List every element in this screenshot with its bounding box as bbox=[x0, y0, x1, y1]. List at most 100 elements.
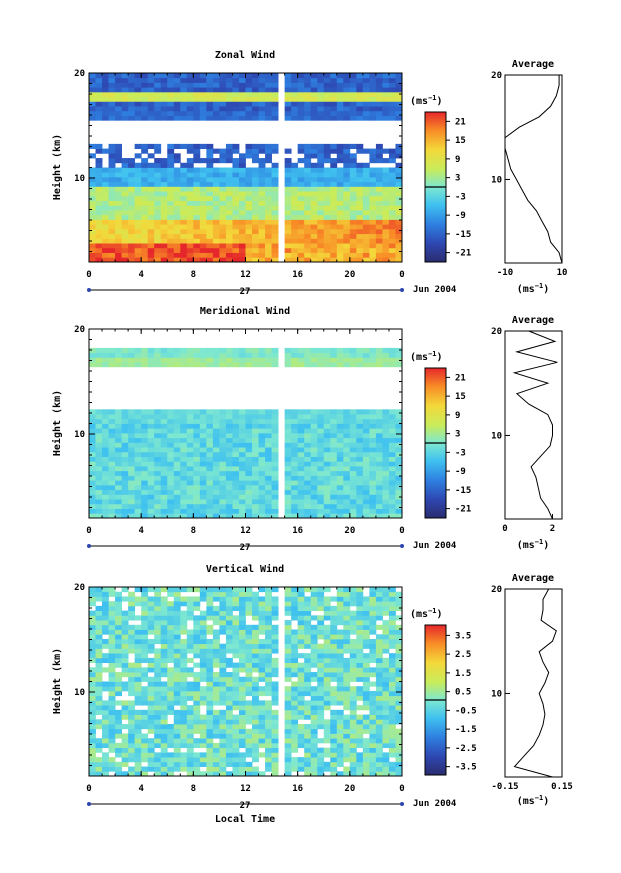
heatmap-cell bbox=[388, 766, 396, 772]
heatmap-cell bbox=[180, 695, 188, 701]
heatmap-cell bbox=[134, 667, 142, 673]
heatmap-cell bbox=[121, 110, 129, 116]
heatmap-cell bbox=[206, 456, 214, 462]
date-axis-start-marker bbox=[87, 544, 91, 548]
heatmap-cell bbox=[206, 252, 214, 258]
heatmap-cell bbox=[297, 494, 305, 500]
colorbar-tick-label: -21 bbox=[455, 249, 471, 259]
heatmap-cell bbox=[186, 176, 194, 183]
heatmap-cell bbox=[310, 724, 318, 730]
heatmap-cell bbox=[349, 442, 357, 448]
heatmap-cell bbox=[206, 461, 214, 467]
heatmap-cell bbox=[356, 233, 364, 239]
heatmap-cell bbox=[375, 437, 383, 443]
heatmap-cell bbox=[252, 738, 259, 744]
heatmap-cell bbox=[128, 667, 136, 673]
heatmap-cell bbox=[369, 91, 377, 98]
heatmap-cell bbox=[128, 195, 136, 201]
heatmap-cell bbox=[271, 73, 279, 79]
heatmap-cell bbox=[369, 247, 377, 253]
heatmap-cell bbox=[336, 96, 344, 102]
heatmap-cell bbox=[349, 428, 357, 434]
heatmap-cell bbox=[265, 728, 272, 734]
heatmap-cell bbox=[310, 480, 318, 486]
heatmap-cell bbox=[219, 110, 227, 116]
heatmap-cell bbox=[343, 418, 351, 424]
heatmap-cell bbox=[330, 719, 338, 725]
heatmap-cell bbox=[232, 115, 240, 121]
heatmap-cell bbox=[369, 77, 377, 83]
heatmap-cell bbox=[369, 591, 377, 597]
heatmap-cell bbox=[121, 228, 129, 235]
heatmap-cell bbox=[336, 461, 344, 467]
heatmap-cell bbox=[297, 738, 305, 744]
heatmap-cell bbox=[141, 508, 149, 514]
heatmap-cell bbox=[323, 667, 331, 673]
heatmap-cell bbox=[258, 672, 266, 678]
heatmap-cell bbox=[349, 503, 357, 509]
heatmap-cell bbox=[271, 77, 279, 83]
heatmap-cell bbox=[206, 695, 214, 701]
heatmap-cell bbox=[89, 252, 96, 258]
heatmap-cell bbox=[206, 676, 214, 682]
heatmap-cell bbox=[395, 87, 403, 93]
heatmap-cell bbox=[317, 414, 325, 420]
heatmap-cell bbox=[232, 624, 240, 630]
heatmap-cell bbox=[167, 176, 175, 183]
heatmap-cell bbox=[199, 662, 207, 668]
heatmap-cell bbox=[219, 596, 227, 602]
heatmap-cell bbox=[141, 106, 149, 112]
heatmap-cell bbox=[271, 466, 279, 472]
heatmap-cell bbox=[252, 418, 259, 424]
heatmap-cell bbox=[115, 733, 122, 739]
heatmap-cell bbox=[369, 153, 377, 159]
heatmap-cell bbox=[297, 624, 305, 630]
heatmap-cell bbox=[102, 766, 109, 772]
heatmap-cell bbox=[349, 719, 357, 725]
heatmap-cell bbox=[147, 676, 155, 682]
heatmap-cell bbox=[336, 210, 344, 216]
heatmap-cell bbox=[89, 228, 96, 235]
heatmap-cell bbox=[336, 480, 344, 486]
heatmap-cell bbox=[134, 466, 142, 472]
heatmap-cell bbox=[173, 362, 181, 368]
heatmap-cell bbox=[199, 657, 207, 664]
heatmap-cell bbox=[225, 634, 233, 640]
heatmap-cell bbox=[291, 766, 299, 772]
heatmap-cell bbox=[232, 442, 240, 448]
heatmap-cell bbox=[134, 475, 142, 481]
heatmap-cell bbox=[317, 766, 325, 772]
heatmap-cell bbox=[95, 181, 103, 187]
heatmap-cell bbox=[336, 738, 344, 744]
heatmap-cell bbox=[284, 447, 292, 453]
heatmap-cell bbox=[121, 447, 129, 453]
heatmap-cell bbox=[154, 629, 162, 635]
heatmap-cell bbox=[252, 719, 259, 725]
heatmap-cell bbox=[304, 610, 312, 616]
heatmap-cell bbox=[349, 752, 357, 758]
heatmap-cell bbox=[258, 186, 266, 192]
heatmap-cell bbox=[317, 475, 325, 481]
heatmap-cell bbox=[304, 484, 312, 491]
heatmap-cell bbox=[317, 503, 325, 509]
heatmap-cell bbox=[173, 447, 181, 453]
heatmap-cell bbox=[362, 172, 370, 178]
heatmap-cell bbox=[219, 115, 227, 121]
heatmap-cell bbox=[323, 456, 331, 462]
heatmap-cell bbox=[128, 634, 136, 640]
heatmap-cell bbox=[245, 233, 253, 239]
heatmap-cell bbox=[297, 475, 305, 481]
heatmap-cell bbox=[304, 672, 312, 678]
heatmap-cell bbox=[160, 96, 168, 102]
heatmap-cell bbox=[89, 733, 96, 739]
heatmap-cell bbox=[225, 591, 233, 597]
heatmap-cell bbox=[336, 494, 344, 500]
heatmap-cell bbox=[102, 219, 109, 225]
heatmap-cell bbox=[232, 686, 240, 692]
heatmap-cell bbox=[219, 461, 227, 467]
heatmap-cell bbox=[160, 709, 168, 715]
heatmap-cell bbox=[388, 771, 396, 777]
heatmap-cell bbox=[265, 742, 272, 749]
heatmap-cell bbox=[336, 747, 344, 753]
